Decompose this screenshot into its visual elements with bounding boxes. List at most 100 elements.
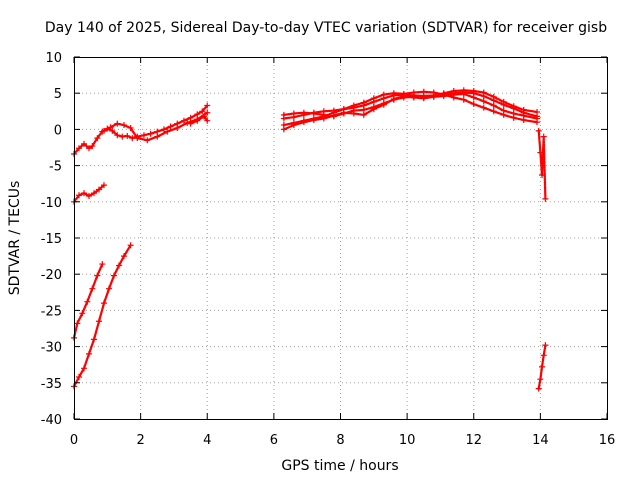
series-arc-1c	[187, 113, 211, 127]
y-tick-label: -15	[41, 232, 62, 247]
data-point	[164, 128, 171, 135]
plot-frame	[74, 57, 608, 420]
data-point	[107, 124, 114, 131]
y-tick-label: -35	[41, 377, 62, 392]
x-tick-label: 12	[465, 433, 482, 448]
data-point	[500, 98, 507, 105]
series-arc-7	[535, 342, 549, 392]
data-point	[85, 193, 92, 200]
data-point	[390, 90, 397, 97]
data-point	[94, 135, 101, 142]
data-point	[187, 120, 194, 127]
data-point	[470, 94, 477, 101]
data-point	[390, 95, 397, 102]
data-point	[95, 186, 102, 193]
x-tick-label: 0	[70, 433, 78, 448]
data-point	[199, 108, 206, 115]
data-point	[350, 102, 357, 109]
data-point	[127, 242, 134, 249]
data-point	[535, 385, 542, 392]
data-point	[490, 108, 497, 115]
data-point	[534, 115, 541, 122]
data-point	[75, 145, 82, 152]
data-point	[204, 109, 211, 116]
data-point	[460, 90, 467, 97]
series-arc-5d	[280, 90, 541, 133]
data-point	[80, 365, 87, 372]
data-point	[85, 145, 92, 152]
data-point	[542, 342, 549, 349]
data-point	[180, 117, 187, 124]
data-point	[105, 285, 112, 292]
data-point	[89, 285, 96, 292]
data-point	[110, 272, 117, 279]
data-point	[470, 88, 477, 95]
data-point	[290, 110, 297, 117]
x-tick-label: 14	[532, 433, 549, 448]
data-point	[540, 352, 547, 359]
data-point	[100, 127, 107, 134]
data-point	[85, 350, 92, 357]
x-tick-label: 6	[270, 433, 278, 448]
data-point	[95, 318, 102, 325]
x-tick-label: 10	[399, 433, 416, 448]
data-point	[290, 122, 297, 129]
data-point	[94, 272, 101, 279]
data-point	[360, 106, 367, 113]
data-point	[360, 99, 367, 106]
series-arc-1b	[100, 109, 211, 144]
x-axis-title: GPS time / hours	[281, 458, 398, 474]
data-point	[187, 114, 194, 121]
data-point	[440, 93, 447, 100]
data-point	[310, 110, 317, 117]
data-point	[147, 130, 154, 137]
y-tick-label: -5	[49, 160, 62, 175]
data-point	[204, 102, 211, 109]
data-point	[114, 120, 121, 127]
data-point	[520, 106, 527, 113]
data-point	[539, 363, 546, 370]
x-tick-label: 4	[203, 433, 211, 448]
data-point	[84, 298, 91, 305]
y-tick-label: 0	[54, 123, 62, 138]
data-point	[420, 88, 427, 95]
data-point	[450, 91, 457, 98]
x-tick-label: 2	[136, 433, 144, 448]
data-point	[520, 112, 527, 119]
data-point	[542, 195, 549, 202]
data-point	[120, 253, 127, 260]
data-point	[537, 149, 544, 156]
data-point	[380, 101, 387, 108]
y-tick-label: -10	[41, 196, 62, 211]
data-point	[540, 133, 547, 140]
data-point	[89, 143, 96, 150]
data-point	[537, 376, 544, 383]
data-point	[400, 93, 407, 100]
data-point	[490, 93, 497, 100]
grid	[74, 57, 607, 419]
y-tick-label: -30	[41, 341, 62, 356]
data-point	[90, 190, 97, 197]
data-point	[134, 135, 141, 142]
data-point	[194, 117, 201, 124]
data-point	[154, 133, 161, 140]
y-tick-label: -20	[41, 268, 62, 283]
data-point	[534, 109, 541, 116]
y-axis-title: SDTVAR / TECUs	[7, 181, 23, 296]
data-point	[144, 137, 151, 144]
y-tick-label: -25	[41, 304, 62, 319]
data-point	[74, 320, 81, 327]
data-point	[410, 94, 417, 101]
y-tick-label: 5	[54, 87, 62, 102]
data-point	[194, 111, 201, 118]
series-line	[72, 243, 133, 388]
data-point	[370, 106, 377, 113]
data-point	[160, 126, 167, 133]
data-point	[280, 126, 287, 133]
data-point	[350, 110, 357, 117]
data-point	[480, 89, 487, 96]
data-point	[539, 172, 546, 179]
data-point	[535, 127, 542, 134]
data-point	[80, 140, 87, 147]
